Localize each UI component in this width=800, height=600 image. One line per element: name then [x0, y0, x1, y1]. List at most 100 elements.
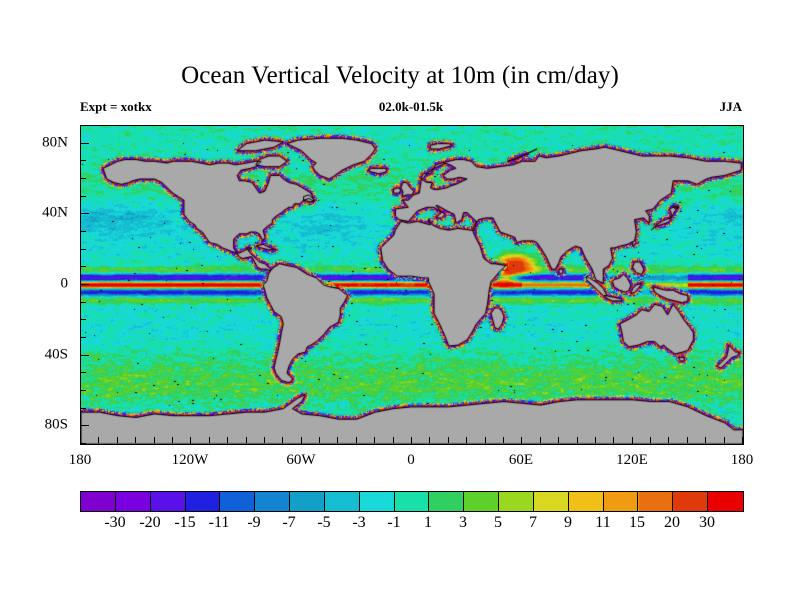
x-tick-mark	[117, 437, 118, 443]
x-tick-mark	[466, 437, 467, 443]
y-tick-mark	[81, 319, 86, 320]
x-tick-label-60W: 60W	[286, 452, 316, 468]
y-tick-label-40N: 40N	[42, 204, 68, 221]
colorbar-separator-10	[463, 491, 464, 512]
y-tick-mark	[81, 249, 86, 250]
y-tick-mark	[81, 125, 86, 126]
colorbar-separator-17	[707, 491, 708, 512]
colorbar-tick-label-3: 3	[459, 514, 467, 531]
x-tick-mark	[742, 437, 743, 445]
x-tick-label-180: 180	[730, 452, 754, 468]
x-tick-mark	[227, 437, 228, 443]
colorbar-band-11	[464, 492, 500, 511]
page-title: Ocean Vertical Velocity at 10m (in cm/da…	[181, 62, 619, 89]
x-tick-label-60E: 60E	[508, 452, 534, 468]
colorbar-band-7	[324, 492, 360, 511]
x-tick-mark	[705, 437, 706, 443]
x-tick-mark	[613, 437, 614, 443]
y-tick-mark	[81, 213, 89, 214]
y-tick-mark	[81, 160, 86, 161]
colorbar-band-8	[359, 492, 395, 511]
colorbar-band-3	[185, 492, 221, 511]
colorbar-band-2	[150, 492, 186, 511]
y-tick-mark	[81, 266, 86, 267]
x-tick-mark	[650, 437, 651, 443]
x-tick-mark	[319, 437, 320, 443]
colorbar-tick-label--20: -20	[139, 514, 161, 531]
x-tick-mark	[411, 437, 412, 445]
colorbar-tick-label--11: -11	[208, 514, 230, 531]
x-tick-label-120W: 120W	[171, 452, 209, 468]
colorbar-separator-3	[219, 491, 220, 512]
x-tick-mark	[98, 437, 99, 443]
colorbar-tick-label-20: 20	[664, 514, 680, 531]
y-tick-mark	[81, 372, 86, 373]
x-tick-mark	[687, 437, 688, 443]
colorbar-band-18	[708, 492, 744, 511]
subtitle-row: Expt = xotkx 02.0k-01.5k JJA	[80, 99, 742, 116]
colorbar-tick-label-7: 7	[529, 514, 537, 531]
map-plot-area	[80, 125, 744, 445]
y-tick-label-80S: 80S	[44, 416, 68, 433]
colorbar-tick-label--30: -30	[104, 514, 126, 531]
x-tick-mark	[209, 437, 210, 443]
x-tick-mark	[540, 437, 541, 443]
x-tick-mark	[374, 437, 375, 443]
x-tick-mark	[429, 437, 430, 443]
colorbar-tick-label-15: 15	[629, 514, 645, 531]
colorbar-band-17	[673, 492, 709, 511]
colorbar-tick-label--15: -15	[174, 514, 196, 531]
colorbar-separator-16	[672, 491, 673, 512]
colorbar-band-0	[81, 492, 116, 511]
y-tick-mark	[81, 390, 86, 391]
y-tick-mark	[81, 302, 86, 303]
x-tick-mark	[154, 437, 155, 443]
colorbar-band-15	[603, 492, 639, 511]
colorbar-tick-label--7: -7	[282, 514, 296, 531]
x-tick-mark	[448, 437, 449, 443]
colorbar-separator-8	[394, 491, 395, 512]
period-label: 02.0k-01.5k	[378, 99, 444, 114]
colorbar-separator-13	[568, 491, 569, 512]
colorbar-separator-11	[498, 491, 499, 512]
y-tick-mark	[81, 408, 86, 409]
colorbar-separator-1	[150, 491, 151, 512]
colorbar-band-1	[115, 492, 151, 511]
x-tick-mark	[135, 437, 136, 443]
x-tick-mark	[337, 437, 338, 443]
y-tick-mark	[81, 196, 86, 197]
x-tick-mark	[264, 437, 265, 443]
colorbar-tick-label-9: 9	[564, 514, 572, 531]
y-tick-label-0: 0	[60, 275, 69, 292]
y-tick-label-80N: 80N	[42, 134, 68, 151]
x-tick-mark	[668, 437, 669, 443]
x-tick-mark	[503, 437, 504, 443]
colorbar-tick-label--5: -5	[317, 514, 331, 531]
y-tick-mark	[81, 178, 86, 179]
colorbar-band-5	[255, 492, 291, 511]
colorbar-tick-label-30: 30	[699, 514, 715, 531]
colorbar-tick-label--9: -9	[247, 514, 261, 531]
colorbar-separator-5	[289, 491, 290, 512]
y-tick-mark	[81, 355, 89, 356]
colorbar-separator-14	[603, 491, 604, 512]
x-tick-mark	[521, 437, 522, 445]
colorbar-separator-4	[254, 491, 255, 512]
x-tick-mark	[246, 437, 247, 443]
colorbar-separator-15	[637, 491, 638, 512]
colorbar-separator-2	[185, 491, 186, 512]
x-tick-mark	[632, 437, 633, 445]
x-tick-mark	[282, 437, 283, 443]
x-tick-mark	[485, 437, 486, 443]
colorbar-band-9	[394, 492, 430, 511]
colorbar-separator-9	[428, 491, 429, 512]
colorbar-tick-label--1: -1	[387, 514, 401, 531]
colorbar-separator-12	[533, 491, 534, 512]
colorbar-band-16	[638, 492, 674, 511]
colorbar-separator-0	[115, 491, 116, 512]
y-tick-mark	[81, 443, 86, 444]
y-tick-mark	[81, 284, 89, 285]
y-tick-label-40S: 40S	[44, 346, 68, 363]
colorbar	[80, 491, 744, 512]
